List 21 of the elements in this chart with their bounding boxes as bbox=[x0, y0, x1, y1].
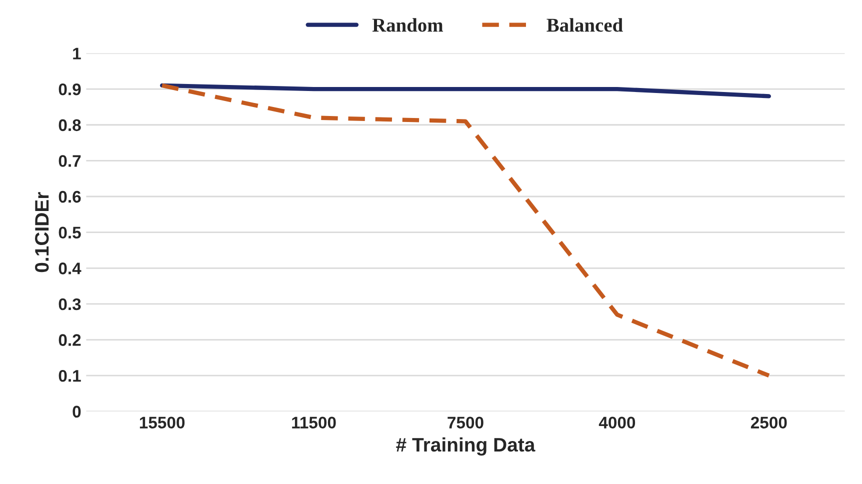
y-tick-label: 0.2 bbox=[58, 334, 81, 346]
x-tick-label: 15500 bbox=[140, 416, 185, 429]
legend-label: Random bbox=[372, 18, 444, 32]
y-tick-label: 0.8 bbox=[58, 119, 81, 132]
x-tick-label: 4000 bbox=[598, 416, 636, 429]
y-tick-label: 0.5 bbox=[58, 226, 81, 239]
y-tick-label: 0.9 bbox=[58, 83, 81, 96]
y-tick-label: 0.6 bbox=[58, 190, 81, 203]
line-series bbox=[160, 83, 771, 378]
x-axis-title: # Training Data bbox=[396, 437, 536, 456]
legend-label: Balanced bbox=[546, 18, 623, 32]
y-tick-label: 0.1 bbox=[58, 370, 81, 382]
x-tick-label: 7500 bbox=[448, 416, 484, 429]
y-tick-label: 0 bbox=[72, 406, 81, 418]
y-tick-label: 0.7 bbox=[58, 155, 81, 167]
y-tick-label: 0.4 bbox=[58, 262, 82, 274]
y-tick-label: 0.3 bbox=[58, 298, 81, 310]
x-tick-label: 2500 bbox=[750, 416, 787, 429]
x-tick-label: 11500 bbox=[292, 416, 336, 429]
y-axis-title: 0.1CIDEr bbox=[35, 192, 49, 272]
y-tick-label: 1 bbox=[73, 48, 81, 60]
